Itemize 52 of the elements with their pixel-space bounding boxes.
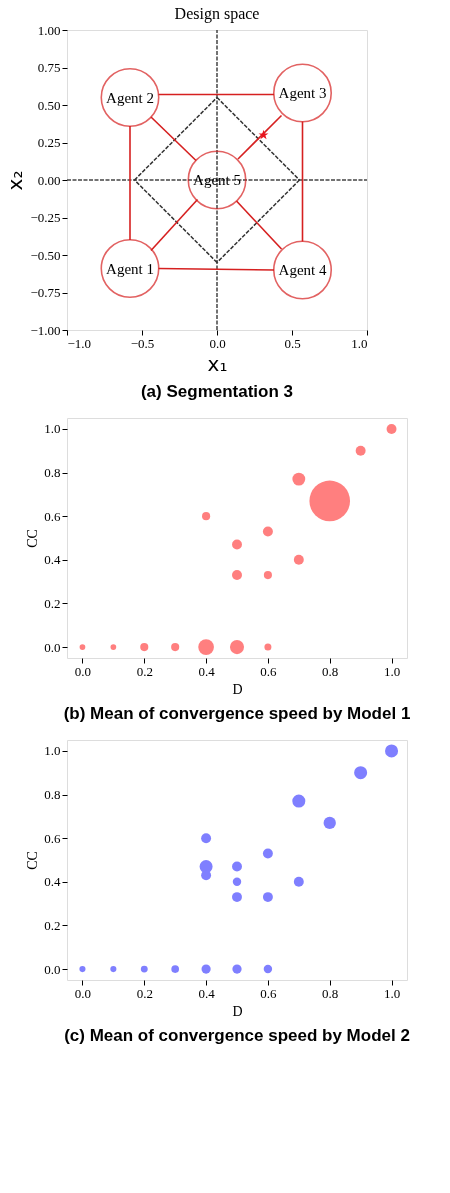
- x-axis-title: D: [232, 681, 243, 697]
- y-axis-title: CC: [25, 851, 41, 870]
- y-tick-label: 1.0: [44, 743, 61, 759]
- y-tick-label: 0.8: [44, 465, 61, 481]
- y-tick-label: 0.6: [44, 508, 61, 524]
- chart-title: Design space: [174, 5, 260, 23]
- x-tick-label: 0.4: [198, 663, 216, 679]
- y-tick-label: 0.2: [44, 917, 61, 933]
- x-tick-label: 0.8: [322, 985, 339, 1001]
- y-tick-label: 1.00: [37, 22, 61, 38]
- x-tick-label: −0.5: [130, 335, 155, 351]
- x-tick-label: −1.0: [67, 335, 92, 351]
- x-tick-label: 0.2: [136, 985, 153, 1001]
- y-tick-label: 0.0: [44, 961, 61, 977]
- y-tick-label: 0.0: [44, 639, 61, 655]
- y-tick-label: −0.25: [30, 210, 61, 225]
- y-tick-label: 0.00: [37, 172, 61, 188]
- text: (c) Mean of convergence speed by Model 2: [64, 1026, 410, 1045]
- annotation: Agent 2: [106, 89, 154, 106]
- x-tick-label: 0.2: [136, 663, 153, 679]
- x-axis-title: x₁: [207, 351, 228, 376]
- x-tick-label: 0.0: [74, 663, 92, 679]
- x-tick-label: 0.5: [284, 335, 301, 351]
- y-tick-label: 0.2: [44, 595, 61, 611]
- x-tick-label: 0.8: [322, 663, 339, 679]
- x-axis-title: D: [232, 1003, 243, 1019]
- x-tick-label: 0.6: [260, 985, 278, 1001]
- y-tick-label: 0.6: [44, 830, 61, 846]
- text: (a) Segmentation 3: [140, 382, 294, 401]
- annotation: Agent 1: [106, 260, 154, 277]
- y-tick-label: −0.50: [30, 247, 61, 263]
- y-tick-label: 1.0: [44, 421, 61, 437]
- y-axis-title: x₂: [3, 170, 28, 191]
- y-tick-label: 0.25: [37, 135, 61, 150]
- x-tick-label: 1.0: [351, 335, 368, 351]
- y-tick-label: 0.4: [44, 874, 61, 890]
- y-tick-label: 0.50: [37, 97, 61, 113]
- y-tick-label: 0.75: [37, 60, 61, 75]
- y-tick-label: −0.75: [30, 285, 61, 300]
- x-tick-label: 0.0: [209, 335, 226, 351]
- y-tick-label: −1.00: [30, 322, 61, 338]
- x-tick-label: 1.0: [383, 663, 401, 679]
- x-tick-label: 1.0: [383, 985, 401, 1001]
- y-tick-label: 0.8: [44, 787, 61, 803]
- x-tick-label: 0.4: [198, 985, 216, 1001]
- x-tick-label: 0.6: [260, 663, 278, 679]
- annotation: Agent 3: [278, 85, 327, 101]
- y-tick-label: 0.4: [44, 552, 61, 568]
- text: (b) Mean of convergence speed by Model 1: [63, 704, 411, 723]
- x-tick-label: 0.0: [74, 985, 92, 1001]
- y-axis-title: CC: [25, 529, 41, 548]
- annotation: Agent 4: [278, 262, 327, 278]
